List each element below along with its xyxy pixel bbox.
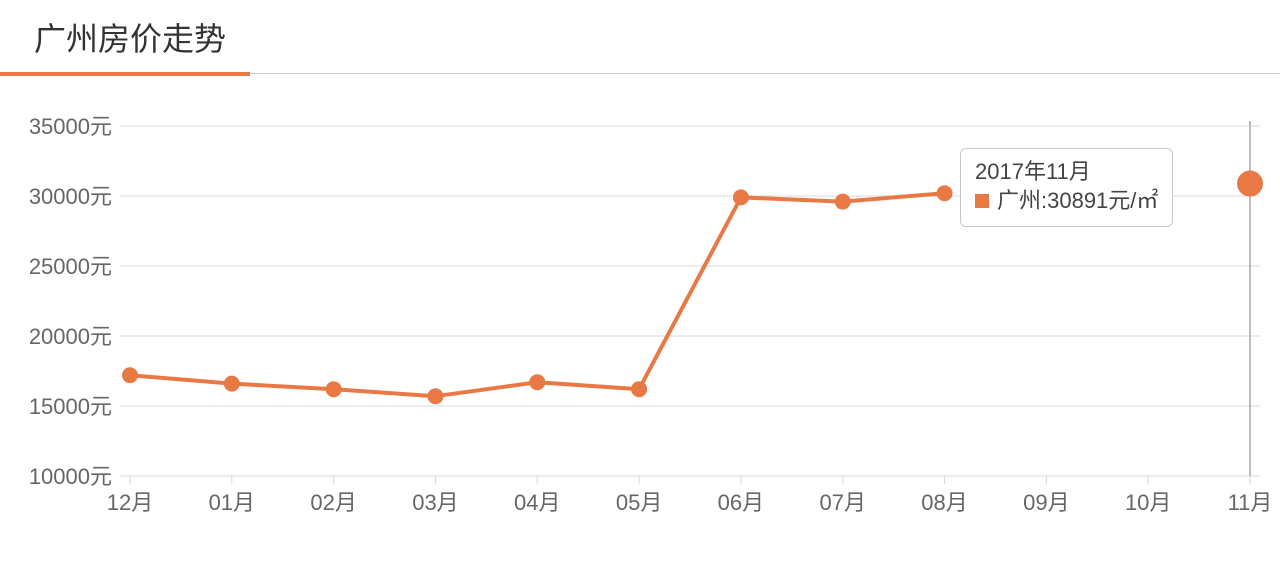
data-point[interactable] bbox=[835, 194, 851, 210]
data-point[interactable] bbox=[1237, 171, 1263, 197]
x-axis-label: 12月 bbox=[107, 490, 153, 515]
tooltip-date: 2017年11月 bbox=[975, 157, 1158, 187]
x-axis-label: 04月 bbox=[514, 490, 560, 515]
x-axis-label: 01月 bbox=[209, 490, 255, 515]
data-tooltip: 2017年11月 广州:30891元/㎡ bbox=[960, 148, 1173, 227]
data-point[interactable] bbox=[937, 185, 953, 201]
title-bar: 广州房价走势 bbox=[0, 0, 1280, 72]
title-rule bbox=[250, 73, 1280, 74]
x-axis-label: 10月 bbox=[1125, 490, 1171, 515]
y-axis-label: 30000元 bbox=[29, 184, 112, 209]
data-point[interactable] bbox=[733, 189, 749, 205]
line-chart: 10000元 15000元 20000元 25000元 30000元 35000元 12月 0… bbox=[0, 76, 1280, 546]
data-point[interactable] bbox=[326, 381, 342, 397]
y-axis-label: 15000元 bbox=[29, 394, 112, 419]
data-point[interactable] bbox=[224, 376, 240, 392]
chart-title: 广州房价走势 bbox=[34, 14, 1280, 60]
title-accent bbox=[0, 72, 250, 76]
x-axis-label: 11月 bbox=[1228, 490, 1273, 515]
data-point[interactable] bbox=[427, 388, 443, 404]
tooltip-value: 广州:30891元/㎡ bbox=[997, 186, 1158, 216]
tooltip-swatch-icon bbox=[975, 194, 989, 208]
x-axis-label: 06月 bbox=[718, 490, 764, 515]
y-axis-label: 35000元 bbox=[29, 114, 112, 139]
x-axis-label: 02月 bbox=[310, 490, 356, 515]
x-axis-label: 05月 bbox=[616, 490, 662, 515]
data-point[interactable] bbox=[631, 381, 647, 397]
chart-container: 广州房价走势 10000元 15000元 20000元 25000元 30000元 350… bbox=[0, 0, 1280, 568]
y-axis-label: 20000元 bbox=[29, 324, 112, 349]
data-point[interactable] bbox=[529, 374, 545, 390]
y-axis-label: 25000元 bbox=[29, 254, 112, 279]
data-point[interactable] bbox=[122, 367, 138, 383]
x-axis-label: 08月 bbox=[921, 490, 967, 515]
title-underline bbox=[0, 72, 1280, 76]
x-axis-label: 07月 bbox=[819, 490, 865, 515]
x-axis-label: 09月 bbox=[1023, 490, 1069, 515]
y-axis-label: 10000元 bbox=[29, 464, 112, 489]
x-axis-label: 03月 bbox=[412, 490, 458, 515]
